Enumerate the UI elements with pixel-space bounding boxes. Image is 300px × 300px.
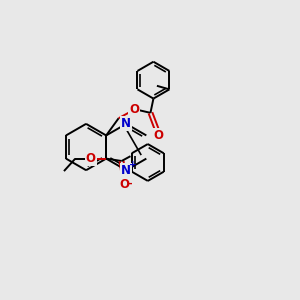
Text: N: N <box>121 117 131 130</box>
Text: O: O <box>119 178 129 191</box>
Text: N: N <box>121 164 131 177</box>
Text: O: O <box>86 152 96 165</box>
Text: -: - <box>128 179 132 189</box>
Text: O: O <box>129 103 139 116</box>
Text: O: O <box>153 129 163 142</box>
Text: +: + <box>129 160 136 169</box>
Text: O: O <box>119 182 129 195</box>
